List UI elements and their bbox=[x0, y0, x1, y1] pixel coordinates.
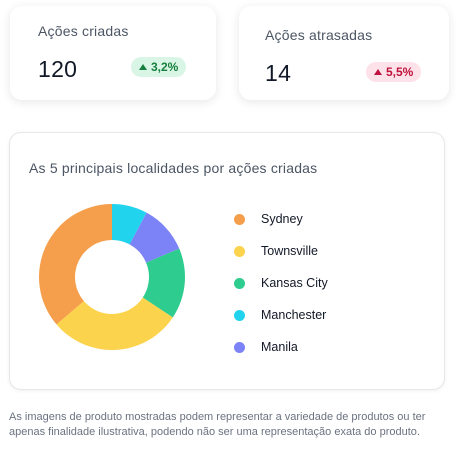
legend-color-dot bbox=[234, 277, 245, 289]
product-image-disclaimer: As imagens de produto mostradas podem re… bbox=[9, 411, 426, 438]
kpi-delta-badge: 5,5% bbox=[366, 62, 422, 82]
kpi-card-acoes-atrasadas: Ações atrasadas 14 5,5% bbox=[239, 6, 449, 100]
arrow-up-icon bbox=[139, 64, 147, 70]
top-locations-chart-card: As 5 principais localidades por ações cr… bbox=[9, 132, 445, 390]
donut-slice-manila bbox=[129, 212, 180, 263]
legend-label: Kansas City bbox=[261, 276, 328, 290]
chart-legend: Sydney Townsville Kansas City Manchester Man… bbox=[233, 203, 328, 363]
legend-item-kansas-city: Kansas City bbox=[233, 267, 328, 299]
legend-color-dot bbox=[234, 341, 245, 353]
legend-color-dot bbox=[234, 309, 245, 321]
kpi-value: 120 bbox=[38, 56, 78, 82]
donut-slice-kansas-city bbox=[142, 248, 185, 318]
legend-label: Manchester bbox=[261, 308, 327, 322]
legend-item-townsville: Townsville bbox=[233, 235, 328, 267]
kpi-title: Ações atrasadas bbox=[265, 27, 373, 43]
donut-slice-townsville bbox=[56, 297, 173, 350]
donut-chart bbox=[38, 204, 185, 350]
legend-item-manila: Manila bbox=[233, 331, 328, 363]
kpi-value: 14 bbox=[265, 60, 292, 86]
legend-item-sydney: Sydney bbox=[233, 203, 328, 235]
donut-slice-sydney bbox=[38, 204, 112, 325]
kpi-delta-value: 3,2% bbox=[151, 60, 179, 74]
legend-item-manchester: Manchester bbox=[233, 299, 328, 331]
kpi-title: Ações criadas bbox=[38, 23, 129, 39]
donut-slice-manchester bbox=[112, 204, 147, 245]
legend-label: Townsville bbox=[261, 244, 318, 258]
kpi-delta-badge: 3,2% bbox=[131, 57, 187, 77]
legend-label: Manila bbox=[261, 340, 298, 354]
legend-color-dot bbox=[234, 245, 245, 257]
legend-color-dot bbox=[234, 213, 245, 225]
arrow-up-icon bbox=[374, 69, 382, 75]
kpi-card-acoes-criadas: Ações criadas 120 3,2% bbox=[10, 6, 216, 100]
legend-label: Sydney bbox=[261, 212, 303, 226]
chart-title: As 5 principais localidades por ações cr… bbox=[29, 160, 318, 176]
kpi-delta-value: 5,5% bbox=[386, 65, 414, 79]
